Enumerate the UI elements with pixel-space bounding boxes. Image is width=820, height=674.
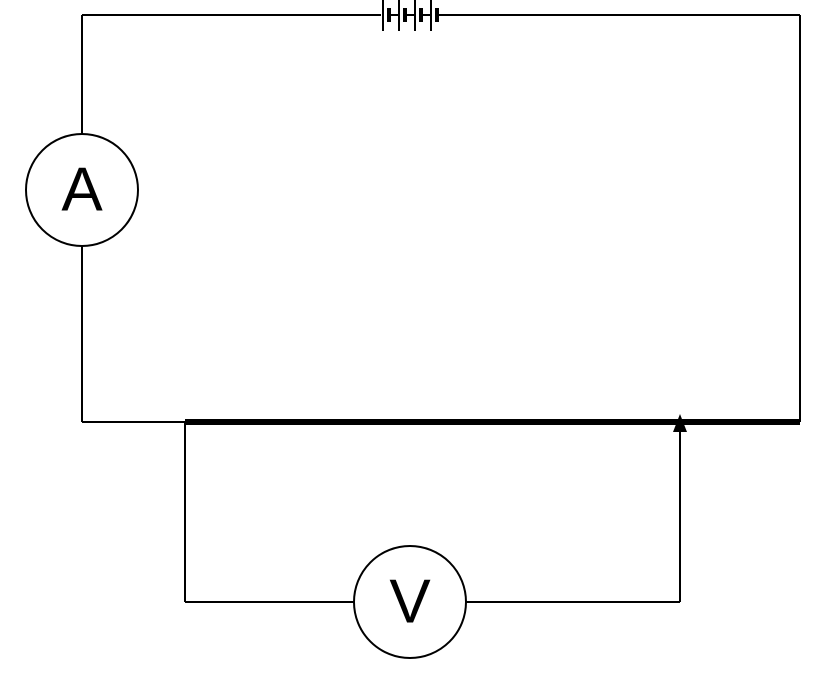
- circuit-diagram: AV: [0, 0, 820, 674]
- voltmeter-label: V: [389, 568, 431, 637]
- ammeter-label: A: [61, 156, 103, 225]
